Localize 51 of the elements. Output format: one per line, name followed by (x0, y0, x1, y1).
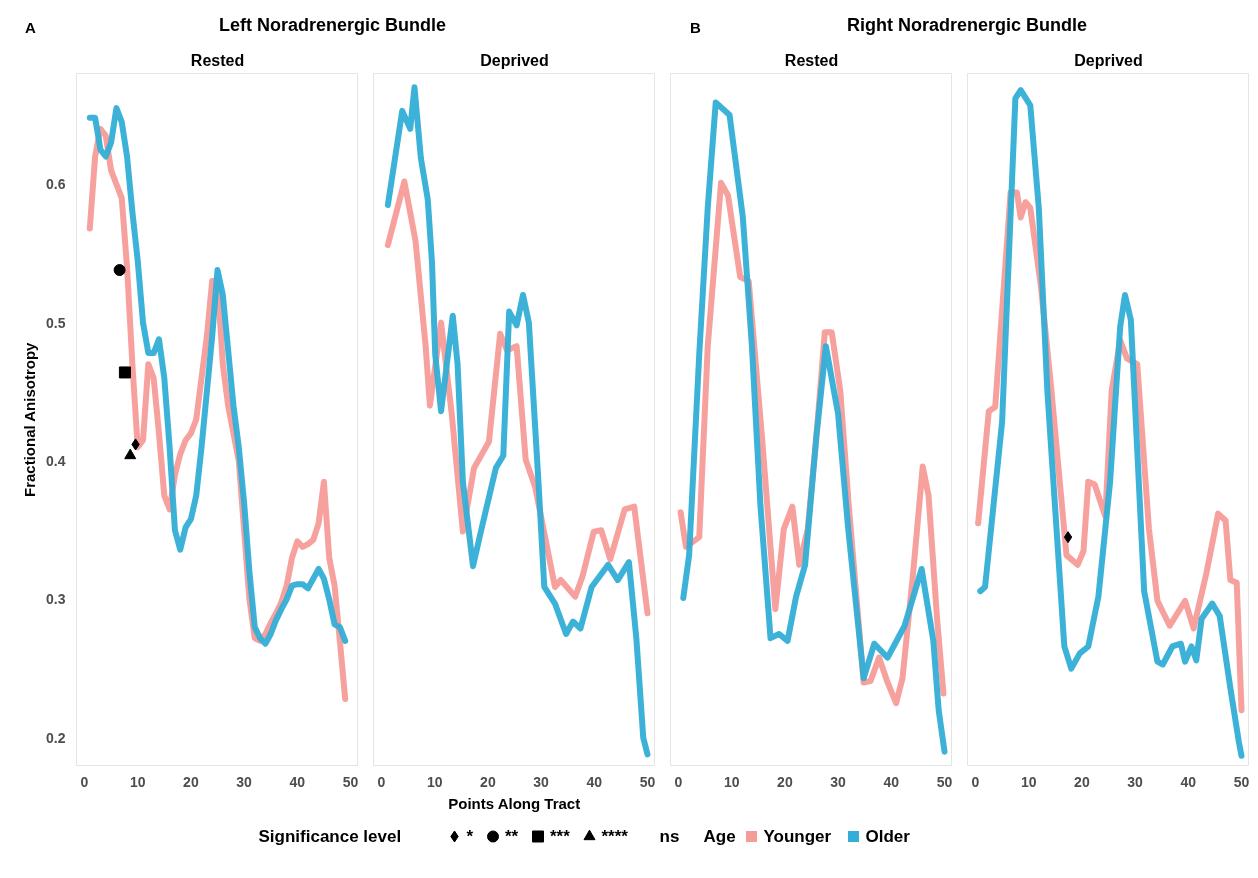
point (124, 448, 137, 460)
x-axis-title: Points Along Tract (448, 794, 581, 812)
chart-title: Rested (190, 51, 245, 69)
text: A (25, 18, 36, 38)
x-tick-label: 10 (723, 773, 740, 790)
x-tick-label: 10 (129, 773, 146, 790)
x-tick-label: 40 (289, 773, 306, 790)
x-tick-label: 40 (586, 773, 603, 790)
y-tick-label: 0.6 (46, 176, 66, 193)
point (113, 264, 126, 277)
legend-label: * (466, 827, 474, 846)
text: B (690, 18, 701, 38)
x-tick-label: 30 (830, 773, 847, 790)
x-tick-label: 40 (883, 773, 900, 790)
y-tick-label: 0.2 (46, 729, 66, 746)
y-axis-title: Fractional Anisotropy (21, 341, 39, 498)
x-tick-label: 0 (377, 773, 386, 790)
legend-label: Younger (763, 827, 832, 846)
x-tick-label: 40 (1180, 773, 1197, 790)
text: Right Noradrenergic Bundle (846, 15, 1088, 35)
x-tick-label: 20 (480, 773, 496, 790)
x-tick-label: 50 (639, 773, 656, 790)
y-tick-label: 0.3 (46, 591, 66, 608)
legend-label: Older (865, 827, 911, 846)
legend-label: ** (505, 827, 519, 846)
x-tick-label: 50 (936, 773, 953, 790)
x-tick-label: 0 (80, 773, 89, 790)
legend-title: Significance level (258, 827, 402, 846)
x-tick-label: 20 (1074, 773, 1090, 790)
chart-title: Deprived (1074, 51, 1143, 69)
x-tick-label: 50 (342, 773, 359, 790)
legend-label: **** (601, 827, 629, 846)
y-tick-label: 0.4 (46, 453, 66, 470)
text: ns (659, 827, 680, 846)
point (118, 366, 131, 379)
x-tick-label: 50 (1233, 773, 1250, 790)
y-tick-label: 0.5 (46, 314, 66, 331)
x-tick-label: 10 (1020, 773, 1037, 790)
chart-title: Deprived (480, 51, 549, 69)
x-tick-label: 20 (777, 773, 793, 790)
x-tick-label: 0 (971, 773, 980, 790)
legend-label: *** (550, 827, 571, 846)
text: Age (703, 827, 736, 846)
chart-title: Rested (784, 51, 839, 69)
x-tick-label: 10 (426, 773, 443, 790)
x-tick-label: 30 (236, 773, 253, 790)
x-tick-label: 30 (1127, 773, 1144, 790)
x-tick-label: 20 (183, 773, 199, 790)
text: Left Noradrenergic Bundle (218, 15, 447, 35)
x-tick-label: 30 (533, 773, 550, 790)
x-tick-label: 0 (674, 773, 683, 790)
